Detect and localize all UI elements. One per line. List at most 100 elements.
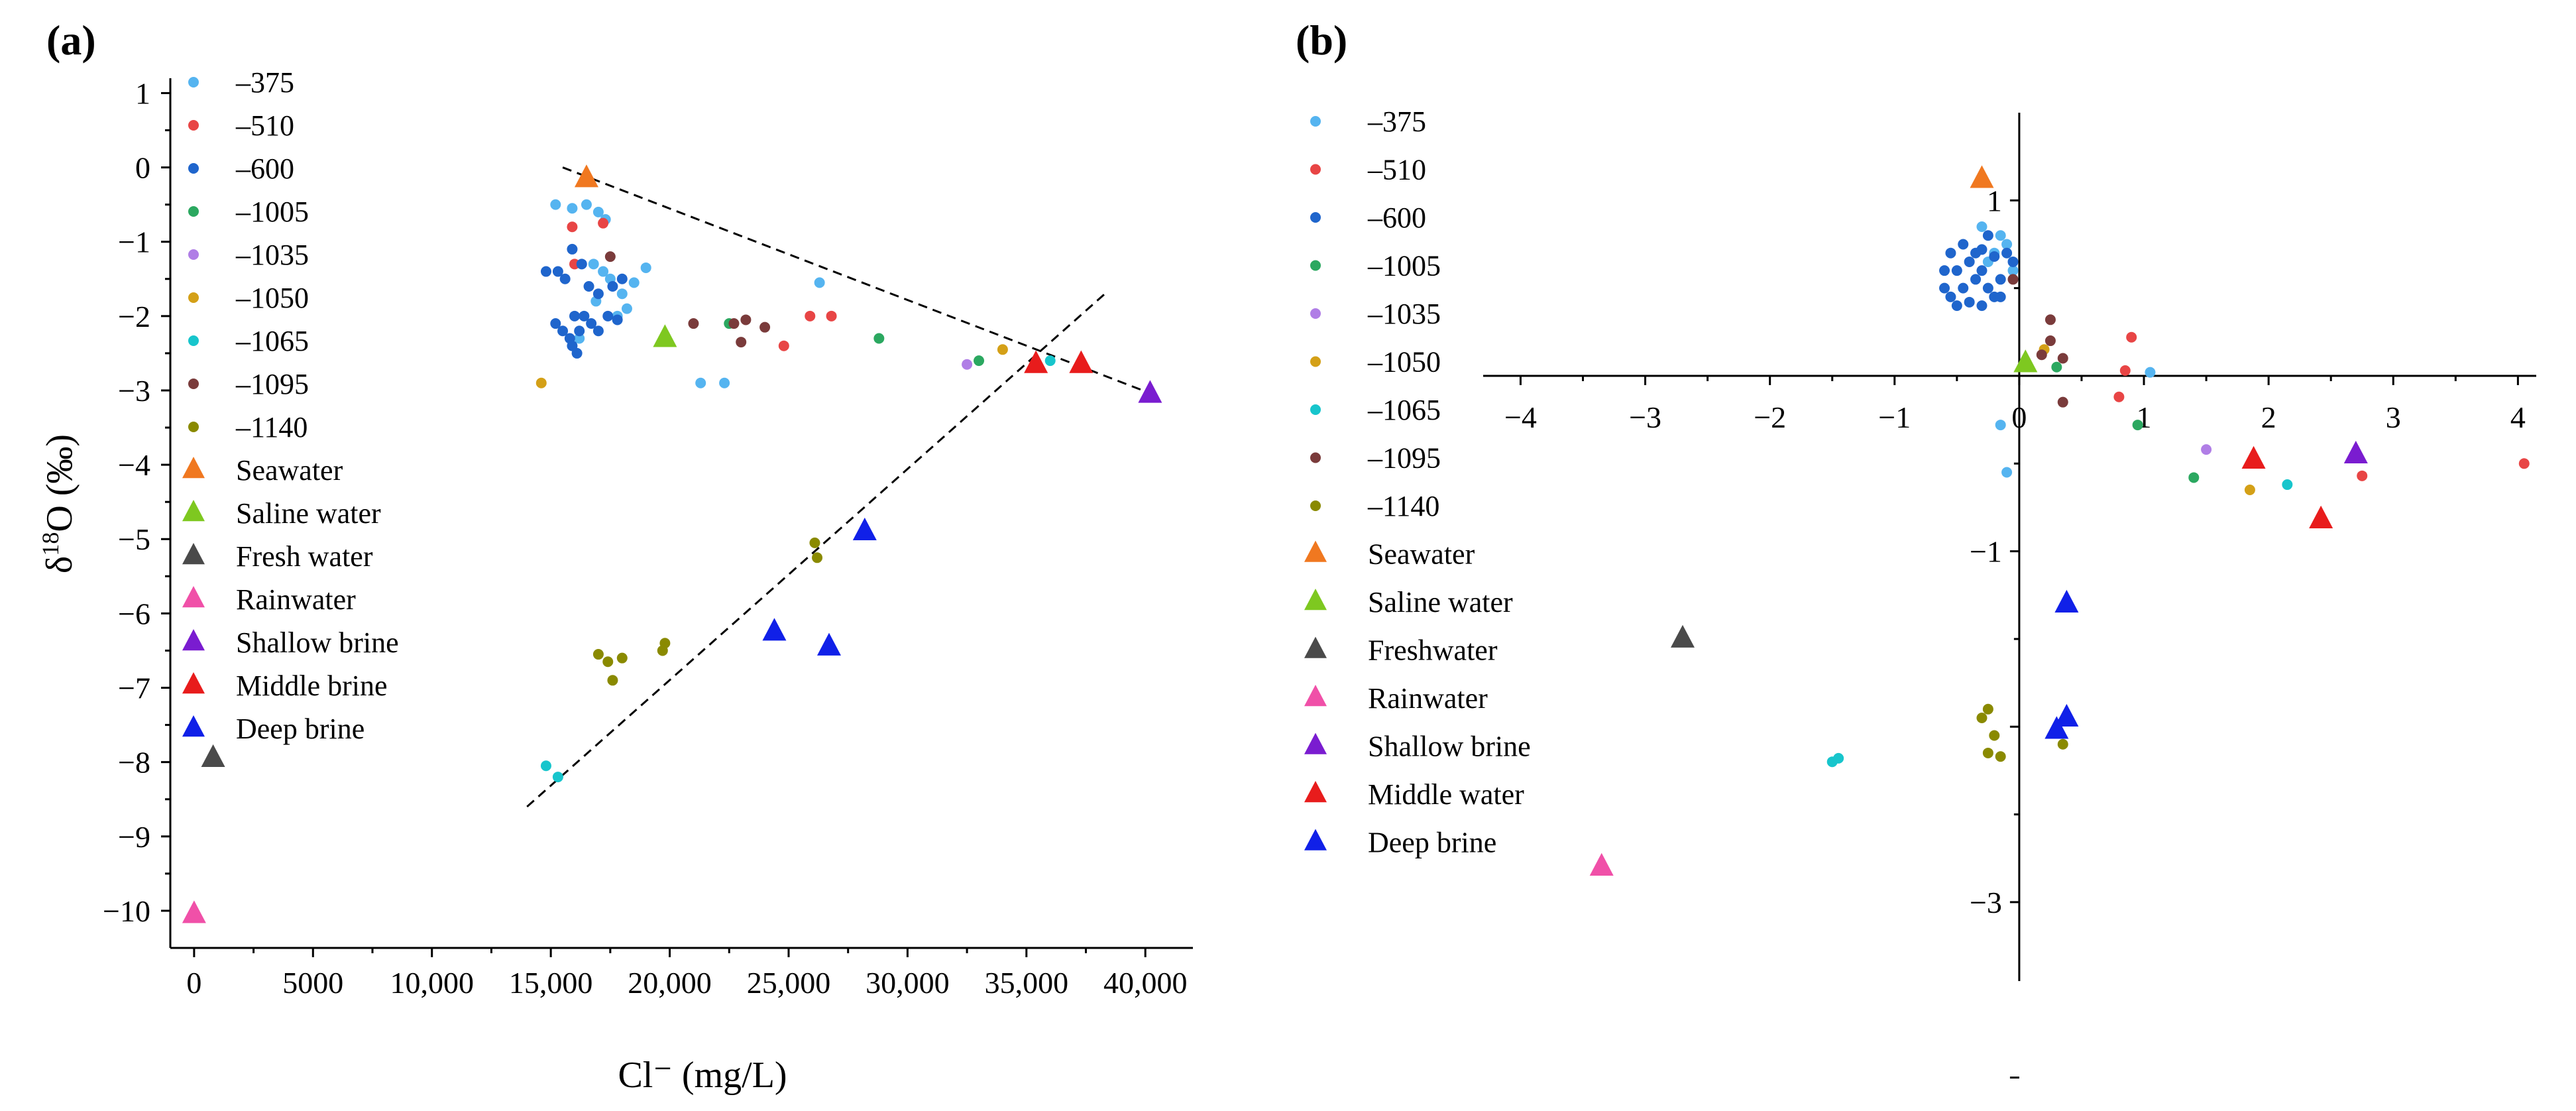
panel-a-legend-symbol bbox=[188, 335, 199, 346]
panel-a-point bbox=[814, 277, 825, 288]
panel-a-point bbox=[567, 340, 578, 351]
panel-b-point bbox=[2145, 367, 2156, 378]
panel-b-point bbox=[1964, 256, 1975, 267]
panel-b-triangle-marker bbox=[2054, 589, 2079, 613]
panel-b-point bbox=[2201, 444, 2212, 455]
panel-a-triangle-marker bbox=[1069, 350, 1093, 373]
panel-a-point bbox=[576, 259, 587, 270]
panel-b-point bbox=[1976, 713, 1988, 724]
panel-b-legend-symbol bbox=[1304, 540, 1327, 562]
mixing-line-lower bbox=[526, 293, 1106, 808]
panel-b-legend-label: Deep brine bbox=[1368, 827, 1496, 859]
panel-a-point bbox=[592, 649, 604, 660]
panel-a-legend-symbol bbox=[182, 542, 205, 565]
panel-b-legend: –375 –510 –600 –1005 –1035 –1050 –1065 –1095 –11… bbox=[1304, 105, 1531, 859]
panel-b-legend-symbol bbox=[1310, 212, 1321, 223]
panel-a-point bbox=[598, 266, 609, 277]
panel-a-legend-label: –600 bbox=[235, 152, 294, 185]
panel-a-x-tick-label: 30,000 bbox=[866, 966, 950, 1000]
panel-a-y-tick-label: 0 bbox=[135, 151, 150, 185]
panel-a-point bbox=[592, 325, 604, 337]
panel-b-point bbox=[1945, 291, 1956, 302]
panel-b-data-marks bbox=[1589, 165, 2530, 876]
panel-b-x-tick-label: −1 bbox=[1878, 400, 1911, 434]
panel-a-legend-label: –1065 bbox=[235, 325, 309, 357]
panel-a-point bbox=[552, 266, 563, 277]
panel-a-triangle-marker bbox=[1138, 380, 1162, 403]
panel-a-point bbox=[621, 303, 632, 314]
panel-b-point bbox=[1976, 244, 1988, 255]
panel-a-x-tick-label: 10,000 bbox=[390, 966, 474, 1000]
panel-b-triangle-marker bbox=[2309, 505, 2333, 528]
panel-a-point bbox=[588, 259, 599, 270]
panel-a-legend-symbol bbox=[182, 715, 205, 737]
panel-a-legend-symbol bbox=[188, 422, 199, 432]
panel-b-legend-label: Freshwater bbox=[1368, 634, 1498, 667]
panel-b-point bbox=[2126, 331, 2137, 343]
panel-a-triangle-marker bbox=[1024, 350, 1048, 373]
panel-b-point bbox=[2001, 467, 2013, 478]
panel-a-triangle-marker bbox=[816, 632, 841, 656]
panel-a-y-tick-label: −7 bbox=[118, 672, 150, 705]
panel-a-point bbox=[805, 310, 816, 322]
panel-b-x-tick-label: 2 bbox=[2261, 400, 2276, 434]
panel-b-point bbox=[2036, 349, 2047, 361]
panel-b-point bbox=[1982, 747, 1993, 758]
panel-a-x-tick-label: 0 bbox=[186, 966, 201, 1000]
panel-b-point bbox=[2518, 458, 2530, 469]
panel-b-legend-symbol bbox=[1310, 116, 1321, 127]
panel-b-point bbox=[2119, 365, 2131, 377]
panel-b-point bbox=[1964, 296, 1975, 308]
panel-b-legend-symbol bbox=[1310, 500, 1321, 511]
panel-b-x-tick-label: −2 bbox=[1754, 400, 1786, 434]
panel-a-legend-symbol bbox=[182, 672, 205, 694]
panel-a-y-tick-label: −10 bbox=[103, 894, 150, 928]
panel-b-legend-symbol bbox=[1304, 780, 1327, 803]
panel-a-point bbox=[592, 206, 604, 217]
panel-a-legend-symbol bbox=[188, 77, 199, 88]
panel-b-point bbox=[1995, 274, 2006, 285]
panel-a-point bbox=[640, 262, 651, 273]
panel-b-legend-label: –375 bbox=[1367, 105, 1426, 138]
panel-a-legend-symbol bbox=[188, 206, 199, 217]
panel-b-legend-label: –1065 bbox=[1367, 394, 1441, 426]
panel-a-legend-label: –1140 bbox=[235, 411, 308, 443]
panel-a-point bbox=[559, 273, 571, 284]
panel-a-point bbox=[728, 318, 740, 329]
panel-a-legend-label: –1095 bbox=[235, 368, 309, 400]
panel-a-legend-symbol bbox=[182, 585, 205, 608]
panel-b-point bbox=[2007, 256, 2019, 267]
panel-a-legend-symbol bbox=[188, 120, 199, 131]
panel-a-point bbox=[719, 377, 730, 388]
panel-b-point bbox=[2244, 484, 2255, 495]
panel-b-legend-symbol bbox=[1310, 356, 1321, 367]
panel-b-triangle-marker bbox=[2343, 440, 2368, 464]
panel-a-legend: –375 –510 –600 –1005 –1035 –1050 –1065 –1095 –11… bbox=[182, 66, 399, 745]
mixing-line-upper bbox=[562, 166, 1153, 395]
panel-a-point bbox=[552, 772, 563, 783]
panel-b-point bbox=[1976, 221, 1988, 233]
panel-b-legend-symbol bbox=[1310, 308, 1321, 319]
panel-b-point bbox=[2007, 274, 2019, 285]
panel-a-y-tick-label: −9 bbox=[118, 820, 150, 854]
panel-b-point bbox=[1958, 239, 1969, 250]
panel-b-x-tick-label: 0 bbox=[2011, 400, 2027, 434]
panel-a-y-tick-label: −1 bbox=[118, 225, 150, 259]
panel-a-legend-label: –510 bbox=[235, 109, 294, 142]
panel-a-point bbox=[962, 359, 973, 370]
panel-b-point bbox=[1982, 282, 1993, 294]
panel-a-legend-label: Fresh water bbox=[236, 540, 373, 573]
panel-a-point bbox=[695, 377, 706, 388]
panel-b-legend-symbol bbox=[1310, 164, 1321, 175]
panel-a-legend-label: –1035 bbox=[235, 239, 309, 271]
panel-a-legend-label: Rainwater bbox=[236, 583, 356, 616]
panel-a-y-tick-label: 1 bbox=[135, 76, 150, 110]
panel-b-legend-label: Saline water bbox=[1368, 586, 1513, 618]
panel-a-y-tick-label: −6 bbox=[118, 597, 150, 630]
panel-b-point bbox=[2132, 420, 2143, 431]
panel-b-point bbox=[2001, 247, 2013, 259]
panel-b-legend-symbol bbox=[1304, 588, 1327, 611]
panel-a-y-tick-label: −5 bbox=[118, 522, 150, 556]
panel-a-x-tick-label: 40,000 bbox=[1103, 966, 1188, 1000]
panel-a-legend-symbol bbox=[182, 499, 205, 522]
